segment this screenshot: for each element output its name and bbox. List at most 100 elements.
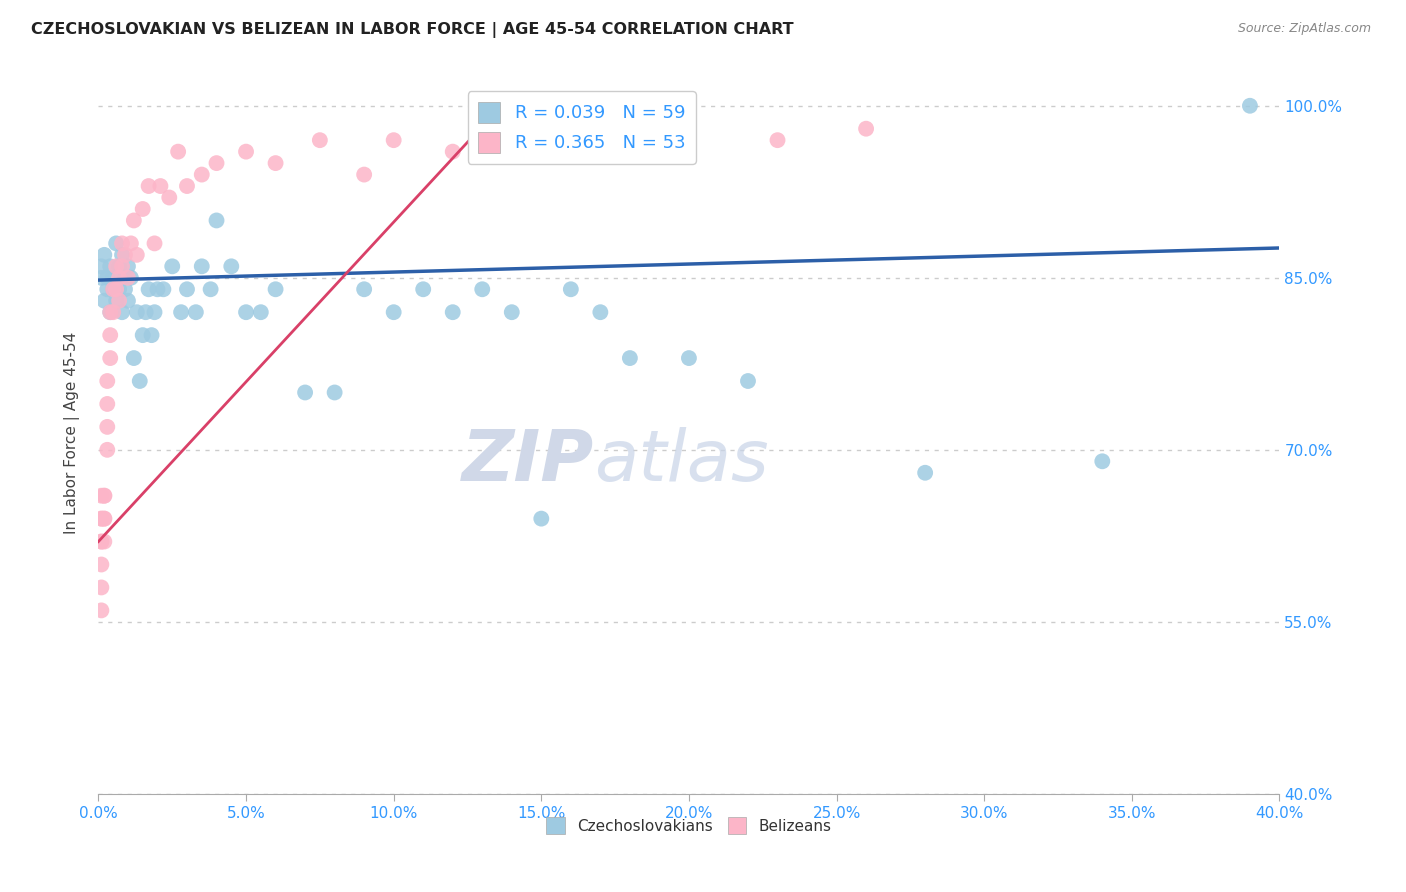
Point bbox=[235, 145, 257, 159]
Point bbox=[103, 282, 125, 296]
Point bbox=[90, 260, 112, 274]
Point bbox=[90, 581, 112, 595]
Point bbox=[501, 305, 523, 319]
Point bbox=[114, 270, 136, 285]
Point bbox=[678, 121, 700, 136]
Point bbox=[111, 260, 134, 274]
Point bbox=[530, 511, 553, 525]
Point bbox=[96, 420, 118, 434]
Point bbox=[471, 282, 494, 296]
Point bbox=[128, 374, 150, 388]
Point bbox=[98, 260, 121, 274]
Point bbox=[93, 534, 115, 549]
Point bbox=[323, 385, 346, 400]
Point bbox=[93, 293, 115, 308]
Point bbox=[96, 397, 118, 411]
Point bbox=[98, 351, 121, 365]
Point bbox=[108, 293, 131, 308]
Point bbox=[111, 248, 134, 262]
Point bbox=[441, 305, 464, 319]
Text: Source: ZipAtlas.com: Source: ZipAtlas.com bbox=[1237, 22, 1371, 36]
Point bbox=[105, 282, 128, 296]
Point bbox=[96, 374, 118, 388]
Point bbox=[382, 305, 405, 319]
Point bbox=[589, 305, 612, 319]
Point bbox=[382, 133, 405, 147]
Point bbox=[108, 270, 131, 285]
Point bbox=[90, 270, 112, 285]
Point bbox=[737, 374, 759, 388]
Point bbox=[176, 282, 198, 296]
Point bbox=[200, 282, 222, 296]
Point bbox=[103, 270, 125, 285]
Point bbox=[149, 179, 172, 194]
Point bbox=[191, 168, 214, 182]
Point bbox=[90, 534, 112, 549]
Point bbox=[152, 282, 174, 296]
Point bbox=[619, 351, 641, 365]
Point bbox=[146, 282, 169, 296]
Point bbox=[111, 236, 134, 251]
Point bbox=[90, 511, 112, 525]
Point bbox=[205, 213, 228, 227]
Point bbox=[914, 466, 936, 480]
Point bbox=[353, 168, 375, 182]
Legend: Czechoslovakians, Belizeans: Czechoslovakians, Belizeans bbox=[540, 811, 838, 840]
Point bbox=[138, 282, 160, 296]
Point bbox=[114, 248, 136, 262]
Point bbox=[111, 305, 134, 319]
Point bbox=[98, 305, 121, 319]
Point bbox=[96, 282, 118, 296]
Point bbox=[96, 270, 118, 285]
Point bbox=[120, 270, 142, 285]
Point bbox=[530, 121, 553, 136]
Point bbox=[98, 305, 121, 319]
Point bbox=[294, 385, 316, 400]
Point bbox=[93, 248, 115, 262]
Point bbox=[309, 133, 332, 147]
Point bbox=[170, 305, 193, 319]
Point bbox=[125, 248, 148, 262]
Point bbox=[132, 328, 155, 343]
Point bbox=[90, 489, 112, 503]
Y-axis label: In Labor Force | Age 45-54: In Labor Force | Age 45-54 bbox=[63, 332, 80, 533]
Point bbox=[143, 305, 166, 319]
Point bbox=[141, 328, 163, 343]
Point bbox=[117, 293, 139, 308]
Point bbox=[96, 442, 118, 457]
Point bbox=[105, 293, 128, 308]
Point bbox=[93, 489, 115, 503]
Point bbox=[108, 282, 131, 296]
Point bbox=[176, 179, 198, 194]
Text: atlas: atlas bbox=[595, 427, 769, 496]
Point bbox=[412, 282, 434, 296]
Point bbox=[114, 282, 136, 296]
Point bbox=[108, 260, 131, 274]
Point bbox=[90, 603, 112, 617]
Point bbox=[678, 351, 700, 365]
Text: CZECHOSLOVAKIAN VS BELIZEAN IN LABOR FORCE | AGE 45-54 CORRELATION CHART: CZECHOSLOVAKIAN VS BELIZEAN IN LABOR FOR… bbox=[31, 22, 793, 38]
Point bbox=[105, 260, 128, 274]
Point bbox=[98, 328, 121, 343]
Point bbox=[103, 305, 125, 319]
Point bbox=[264, 156, 287, 170]
Point bbox=[250, 305, 273, 319]
Point bbox=[143, 236, 166, 251]
Point bbox=[93, 511, 115, 525]
Point bbox=[167, 145, 190, 159]
Point bbox=[157, 190, 180, 204]
Point bbox=[135, 305, 157, 319]
Point bbox=[125, 305, 148, 319]
Point bbox=[122, 351, 145, 365]
Point bbox=[90, 511, 112, 525]
Point bbox=[90, 558, 112, 572]
Point bbox=[589, 133, 612, 147]
Text: ZIP: ZIP bbox=[463, 427, 595, 496]
Point bbox=[162, 260, 183, 274]
Point bbox=[766, 133, 789, 147]
Point bbox=[132, 202, 155, 216]
Point bbox=[560, 282, 582, 296]
Point bbox=[353, 282, 375, 296]
Point bbox=[117, 260, 139, 274]
Point bbox=[1239, 99, 1261, 113]
